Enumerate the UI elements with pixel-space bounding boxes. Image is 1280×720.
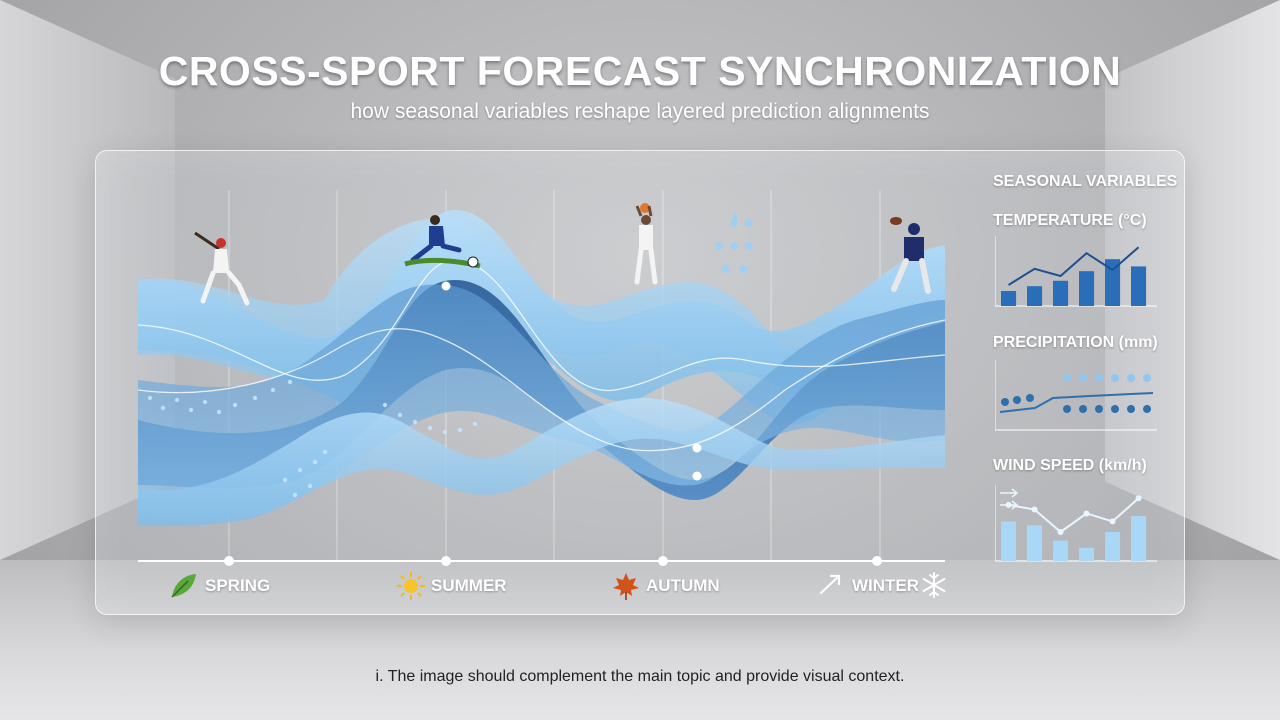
precipitation-drops: [1001, 394, 1151, 413]
temperature-bar: [1131, 266, 1147, 306]
temperature-mini-chart: [995, 236, 1157, 307]
baseball-player-icon: [194, 231, 250, 306]
temperature-bar: [1105, 259, 1121, 306]
variables-heading: SEASONAL VARIABLES: [993, 173, 1178, 190]
football-player-icon: [890, 217, 931, 294]
basketball-player-icon: [634, 203, 658, 285]
raindrop-texture: [147, 379, 478, 498]
temperature-label: TEMPERATURE (°C): [993, 212, 1147, 229]
wind-point: [1109, 518, 1116, 525]
wind-bar: [1053, 540, 1069, 561]
temperature-trend-line: [1008, 246, 1140, 286]
wind-point: [1005, 501, 1012, 508]
peak-markers: [441, 281, 702, 481]
wind-point: [1083, 510, 1090, 517]
forecast-band-bottom: [138, 398, 945, 526]
temperature-bar: [1001, 291, 1017, 306]
wind-mini-chart: [995, 485, 1157, 562]
season-label-summer: SUMMER: [431, 576, 507, 595]
wind-trend-line: [1008, 497, 1140, 534]
maple-leaf-icon: [613, 573, 639, 600]
leaf-icon: [171, 574, 196, 598]
wind-bar: [1105, 531, 1121, 561]
season-label-spring: SPRING: [205, 576, 271, 595]
soccer-player-icon: [404, 215, 481, 269]
wind-bar: [1079, 547, 1095, 561]
wind-bar: [1027, 525, 1043, 561]
wind-point: [1031, 506, 1038, 513]
wind-bar: [1001, 521, 1017, 561]
temperature-bar: [1079, 271, 1095, 306]
wind-arrow-icon: [819, 574, 841, 595]
wind-label: WIND SPEED (km/h): [993, 457, 1147, 474]
wave-diagram: [137, 190, 946, 566]
page-title: CROSS-SPORT FORECAST SYNCHRONIZATION: [158, 48, 1122, 94]
season-label-autumn: AUTUMN: [646, 576, 720, 595]
wind-point: [1057, 528, 1064, 535]
forecast-guide-lines: [137, 259, 946, 452]
precipitation-label: PRECIPITATION (mm): [993, 334, 1158, 351]
page-subtitle: how seasonal variables reshape layered p…: [350, 100, 930, 123]
snowflake-icon: [922, 572, 946, 598]
wind-bar: [1131, 516, 1147, 561]
season-timeline: [138, 556, 945, 566]
sun-icon: [397, 572, 425, 600]
temperature-bar: [1053, 280, 1069, 306]
season-label-winter: WINTER: [852, 576, 920, 595]
wind-point: [1135, 495, 1142, 502]
rain-icon: [715, 212, 753, 273]
temperature-bar: [1027, 286, 1043, 306]
precipitation-mini-chart: [995, 360, 1157, 431]
room-floor: [0, 560, 1280, 720]
footnote-caption: i. The image should complement the main …: [375, 668, 905, 685]
